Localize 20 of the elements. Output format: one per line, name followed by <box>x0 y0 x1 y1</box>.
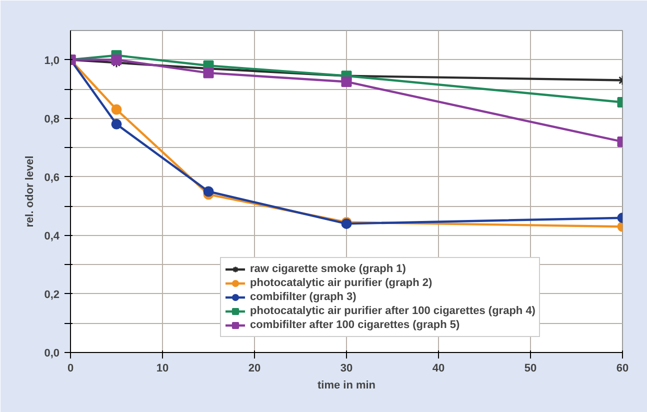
x-tick-label: 30 <box>340 362 353 374</box>
x-tick-label: 40 <box>432 362 445 374</box>
x-tick-label: 50 <box>524 362 537 374</box>
y-tick-label: 1,0 <box>44 54 60 67</box>
legend-label: photocatalytic air purifier after 100 cigarettes (graph 4) <box>250 304 536 318</box>
y-tick-label: 0,4 <box>44 230 60 242</box>
x-tick-label: 10 <box>156 362 169 374</box>
y-axis-title: rel. odor level <box>24 156 36 228</box>
y-tick-label: 0,0 <box>44 348 60 360</box>
legend-label: combifilter (graph 3) <box>250 290 356 304</box>
y-tick-label: 0,2 <box>44 288 60 301</box>
y-tick-label: 0,6 <box>44 172 60 184</box>
y-tick-label: 0,8 <box>44 113 60 126</box>
legend-label: raw cigarette smoke (graph 1) <box>250 262 406 276</box>
x-tick-label: 0 <box>67 362 74 374</box>
x-axis-title: time in min <box>317 380 376 392</box>
legend-label: combifilter after 100 cigarettes (graph 5) <box>250 318 460 332</box>
x-tick-label: 20 <box>248 362 261 374</box>
legend-label: photocatalytic air purifier (graph 2) <box>250 276 432 290</box>
x-tick-label: 60 <box>616 362 629 374</box>
